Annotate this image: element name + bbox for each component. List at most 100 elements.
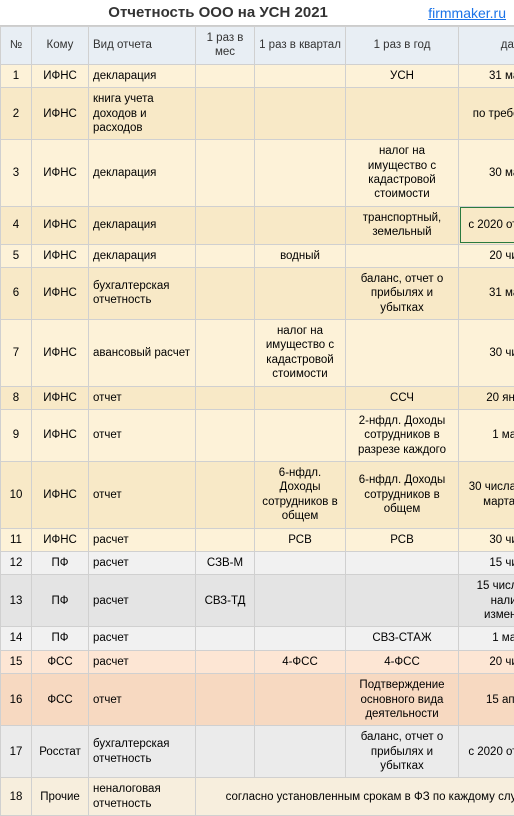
cell-who: ИФНС — [32, 320, 89, 387]
cell-num: 14 — [1, 627, 32, 650]
cell-kv — [255, 267, 346, 319]
table-row: 2ИФНСкнига учета доходов и расходовпо тр… — [1, 88, 514, 140]
col-mes: 1 раз в мес — [196, 27, 255, 65]
cell-kv: налог на имущество с кадастровой стоимос… — [255, 320, 346, 387]
table-row: 15ФССрасчет4-ФСС4-ФСС20 числа — [1, 650, 514, 673]
cell-god: Подтверждение основного вида деятельност… — [346, 674, 459, 726]
cell-num: 4 — [1, 206, 32, 244]
cell-kv — [255, 140, 346, 207]
cell-kv — [255, 409, 346, 461]
cell-date: 30 числа — [459, 528, 514, 551]
table-row: 18Прочиененалоговая отчетностьсогласно у… — [1, 778, 514, 816]
cell-span: согласно установленным срокам в ФЗ по ка… — [196, 778, 514, 816]
cell-type: отчет — [89, 409, 196, 461]
cell-type: расчет — [89, 650, 196, 673]
cell-type: декларация — [89, 244, 196, 267]
cell-num: 16 — [1, 674, 32, 726]
cell-kv — [255, 674, 346, 726]
cell-god: РСВ — [346, 528, 459, 551]
table-row: 6ИФНСбухгалтерская отчетностьбаланс, отч… — [1, 267, 514, 319]
col-num: № — [1, 27, 32, 65]
cell-mes — [196, 64, 255, 87]
cell-god: баланс, отчет о прибылях и убытках — [346, 726, 459, 778]
cell-mes — [196, 627, 255, 650]
cell-date: 30 числа (кв), 01 марта (год) — [459, 462, 514, 529]
cell-type: книга учета доходов и расходов — [89, 88, 196, 140]
cell-num: 8 — [1, 386, 32, 409]
cell-mes — [196, 320, 255, 387]
cell-who: ИФНС — [32, 140, 89, 207]
cell-type: расчет — [89, 551, 196, 574]
table-row: 10ИФНСотчет6-нфдл. Доходы сотрудников в … — [1, 462, 514, 529]
cell-who: ФСС — [32, 650, 89, 673]
cell-type: декларация — [89, 206, 196, 244]
cell-kv: РСВ — [255, 528, 346, 551]
cell-kv — [255, 88, 346, 140]
cell-num: 18 — [1, 778, 32, 816]
cell-who: ИФНС — [32, 267, 89, 319]
cell-date: 20 числа — [459, 650, 514, 673]
cell-who: Росстат — [32, 726, 89, 778]
cell-who: ИФНС — [32, 409, 89, 461]
cell-num: 15 — [1, 650, 32, 673]
col-who: Кому — [32, 27, 89, 65]
cell-type: расчет — [89, 528, 196, 551]
cell-god — [346, 88, 459, 140]
table-row: 4ИФНСдекларациятранспортный, земельныйс … — [1, 206, 514, 244]
table-row: 3ИФНСдекларацияналог на имущество с када… — [1, 140, 514, 207]
cell-god — [346, 244, 459, 267]
cell-mes — [196, 650, 255, 673]
cell-date: 15 апреля — [459, 674, 514, 726]
cell-mes — [196, 244, 255, 267]
cell-mes: СЗВ-М — [196, 551, 255, 574]
cell-type: бухгалтерская отчетность — [89, 726, 196, 778]
table-row: 9ИФНСотчет 2-нфдл. Доходы сотрудников в р… — [1, 409, 514, 461]
cell-num: 11 — [1, 528, 32, 551]
table-row: 11ИФНСрасчетРСВРСВ30 числа — [1, 528, 514, 551]
cell-date: 20 числа — [459, 244, 514, 267]
cell-type: отчет — [89, 462, 196, 529]
cell-who: ИФНС — [32, 528, 89, 551]
cell-god: 2-нфдл. Доходы сотрудников в разрезе каж… — [346, 409, 459, 461]
page-title: Отчетность ООО на УСН 2021 — [8, 4, 428, 21]
cell-num: 3 — [1, 140, 32, 207]
cell-who: ФСС — [32, 674, 89, 726]
cell-date: с 2020 отменили — [459, 726, 514, 778]
table-row: 13ПФрасчетСВЗ-ТД15 числа, при наличии из… — [1, 575, 514, 627]
cell-date: 31 марта — [459, 267, 514, 319]
col-date: дата — [459, 27, 514, 65]
cell-god: 4-ФСС — [346, 650, 459, 673]
site-link[interactable]: firmmaker.ru — [428, 5, 506, 21]
cell-who: Прочие — [32, 778, 89, 816]
cell-who: ИФНС — [32, 386, 89, 409]
cell-god — [346, 551, 459, 574]
cell-mes — [196, 140, 255, 207]
table-row: 5ИФНСдекларацияводный20 числа — [1, 244, 514, 267]
cell-mes — [196, 674, 255, 726]
cell-num: 9 — [1, 409, 32, 461]
cell-kv — [255, 206, 346, 244]
cell-mes — [196, 528, 255, 551]
col-god: 1 раз в год — [346, 27, 459, 65]
cell-mes: СВЗ-ТД — [196, 575, 255, 627]
cell-num: 17 — [1, 726, 32, 778]
cell-god: ССЧ — [346, 386, 459, 409]
col-type: Вид отчета — [89, 27, 196, 65]
cell-num: 2 — [1, 88, 32, 140]
cell-date: 30 числа — [459, 320, 514, 387]
cell-type: расчет — [89, 575, 196, 627]
cell-god: баланс, отчет о прибылях и убытках — [346, 267, 459, 319]
table-row: 14ПФрасчетСВЗ-СТАЖ1 марта — [1, 627, 514, 650]
cell-num: 6 — [1, 267, 32, 319]
table-row: 8ИФНСотчетССЧ20 января — [1, 386, 514, 409]
cell-who: ИФНС — [32, 88, 89, 140]
cell-date: с 2020 отменили — [459, 206, 514, 244]
cell-god — [346, 320, 459, 387]
col-kv: 1 раз в квартал — [255, 27, 346, 65]
cell-date: 20 января — [459, 386, 514, 409]
cell-date: 30 марта — [459, 140, 514, 207]
table-row: 12ПФрасчетСЗВ-М15 числа — [1, 551, 514, 574]
cell-type: расчет — [89, 627, 196, 650]
table-row: 7ИФНСавансовый расчетналог на имущество … — [1, 320, 514, 387]
cell-date: 15 числа, при наличии изменений — [459, 575, 514, 627]
